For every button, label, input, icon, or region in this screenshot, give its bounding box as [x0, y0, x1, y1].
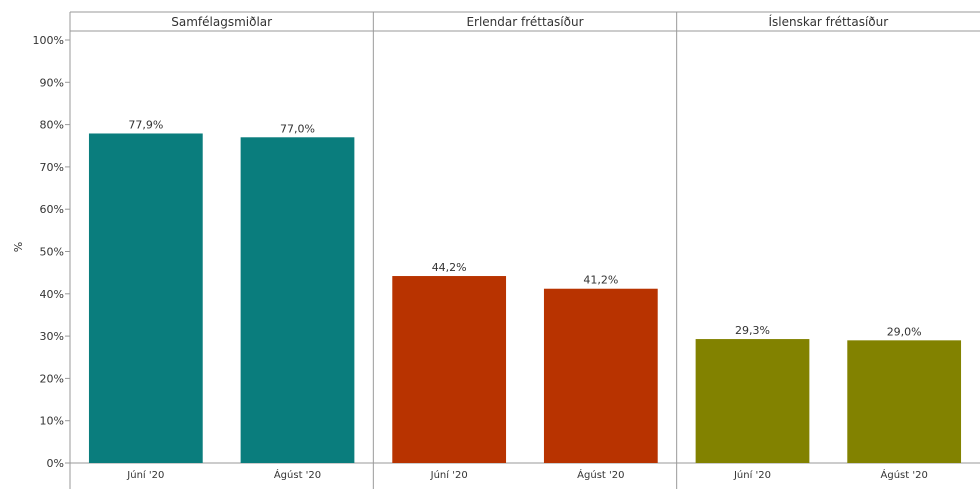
y-axis: % 0% 10% 20% 30% 40% 50% 60% 70% 80% 90% 100%	[12, 34, 70, 470]
y-tick-label: 70%	[40, 161, 64, 174]
data-label: 41,2%	[583, 274, 618, 287]
y-tick-label: 90%	[40, 76, 64, 89]
data-label: 44,2%	[432, 261, 467, 274]
bar	[847, 340, 962, 463]
y-tick-label: 60%	[40, 203, 64, 216]
bar	[88, 133, 203, 463]
panel: Íslenskar fréttasíður 29,3% Júní '20 29,0% Á…	[676, 12, 962, 489]
panel: Erlendar fréttasíður 44,2% Júní '20 41,2% Ág…	[372, 12, 658, 489]
bar	[240, 137, 355, 464]
x-tick-label: Ágúst '20	[577, 468, 624, 481]
y-tick-label: 10%	[40, 415, 64, 428]
panel-title: Erlendar fréttasíður	[466, 15, 583, 29]
bar	[543, 288, 658, 463]
x-tick-label: Júní '20	[430, 469, 468, 481]
chart-panels: Samfélagsmiðlar 77,9% Júní '20 77,0% Ágúst '…	[88, 12, 962, 489]
chart-frame	[69, 11, 980, 489]
y-tick-label: 0%	[47, 457, 64, 470]
y-tick-label: 80%	[40, 119, 64, 132]
x-tick-label: Ágúst '20	[274, 468, 321, 481]
y-tick-label: 30%	[40, 330, 64, 343]
data-label: 77,9%	[128, 118, 163, 131]
y-tick-label: 100%	[33, 34, 64, 47]
panel-title: Samfélagsmiðlar	[171, 15, 272, 29]
data-label: 29,0%	[887, 325, 922, 338]
data-label: 29,3%	[735, 324, 770, 337]
y-axis-title: %	[12, 242, 25, 252]
bar	[695, 339, 810, 463]
panel-title: Íslenskar fréttasíður	[768, 14, 888, 29]
bar	[392, 276, 507, 463]
y-tick-label: 20%	[40, 372, 64, 385]
panel: Samfélagsmiðlar 77,9% Júní '20 77,0% Ágúst '…	[88, 15, 355, 481]
y-tick-label: 50%	[40, 246, 64, 259]
x-tick-label: Júní '20	[126, 469, 164, 481]
data-label: 77,0%	[280, 122, 315, 135]
y-tick-label: 40%	[40, 288, 64, 301]
x-tick-label: Júní '20	[733, 469, 771, 481]
x-tick-label: Ágúst '20	[881, 468, 928, 481]
